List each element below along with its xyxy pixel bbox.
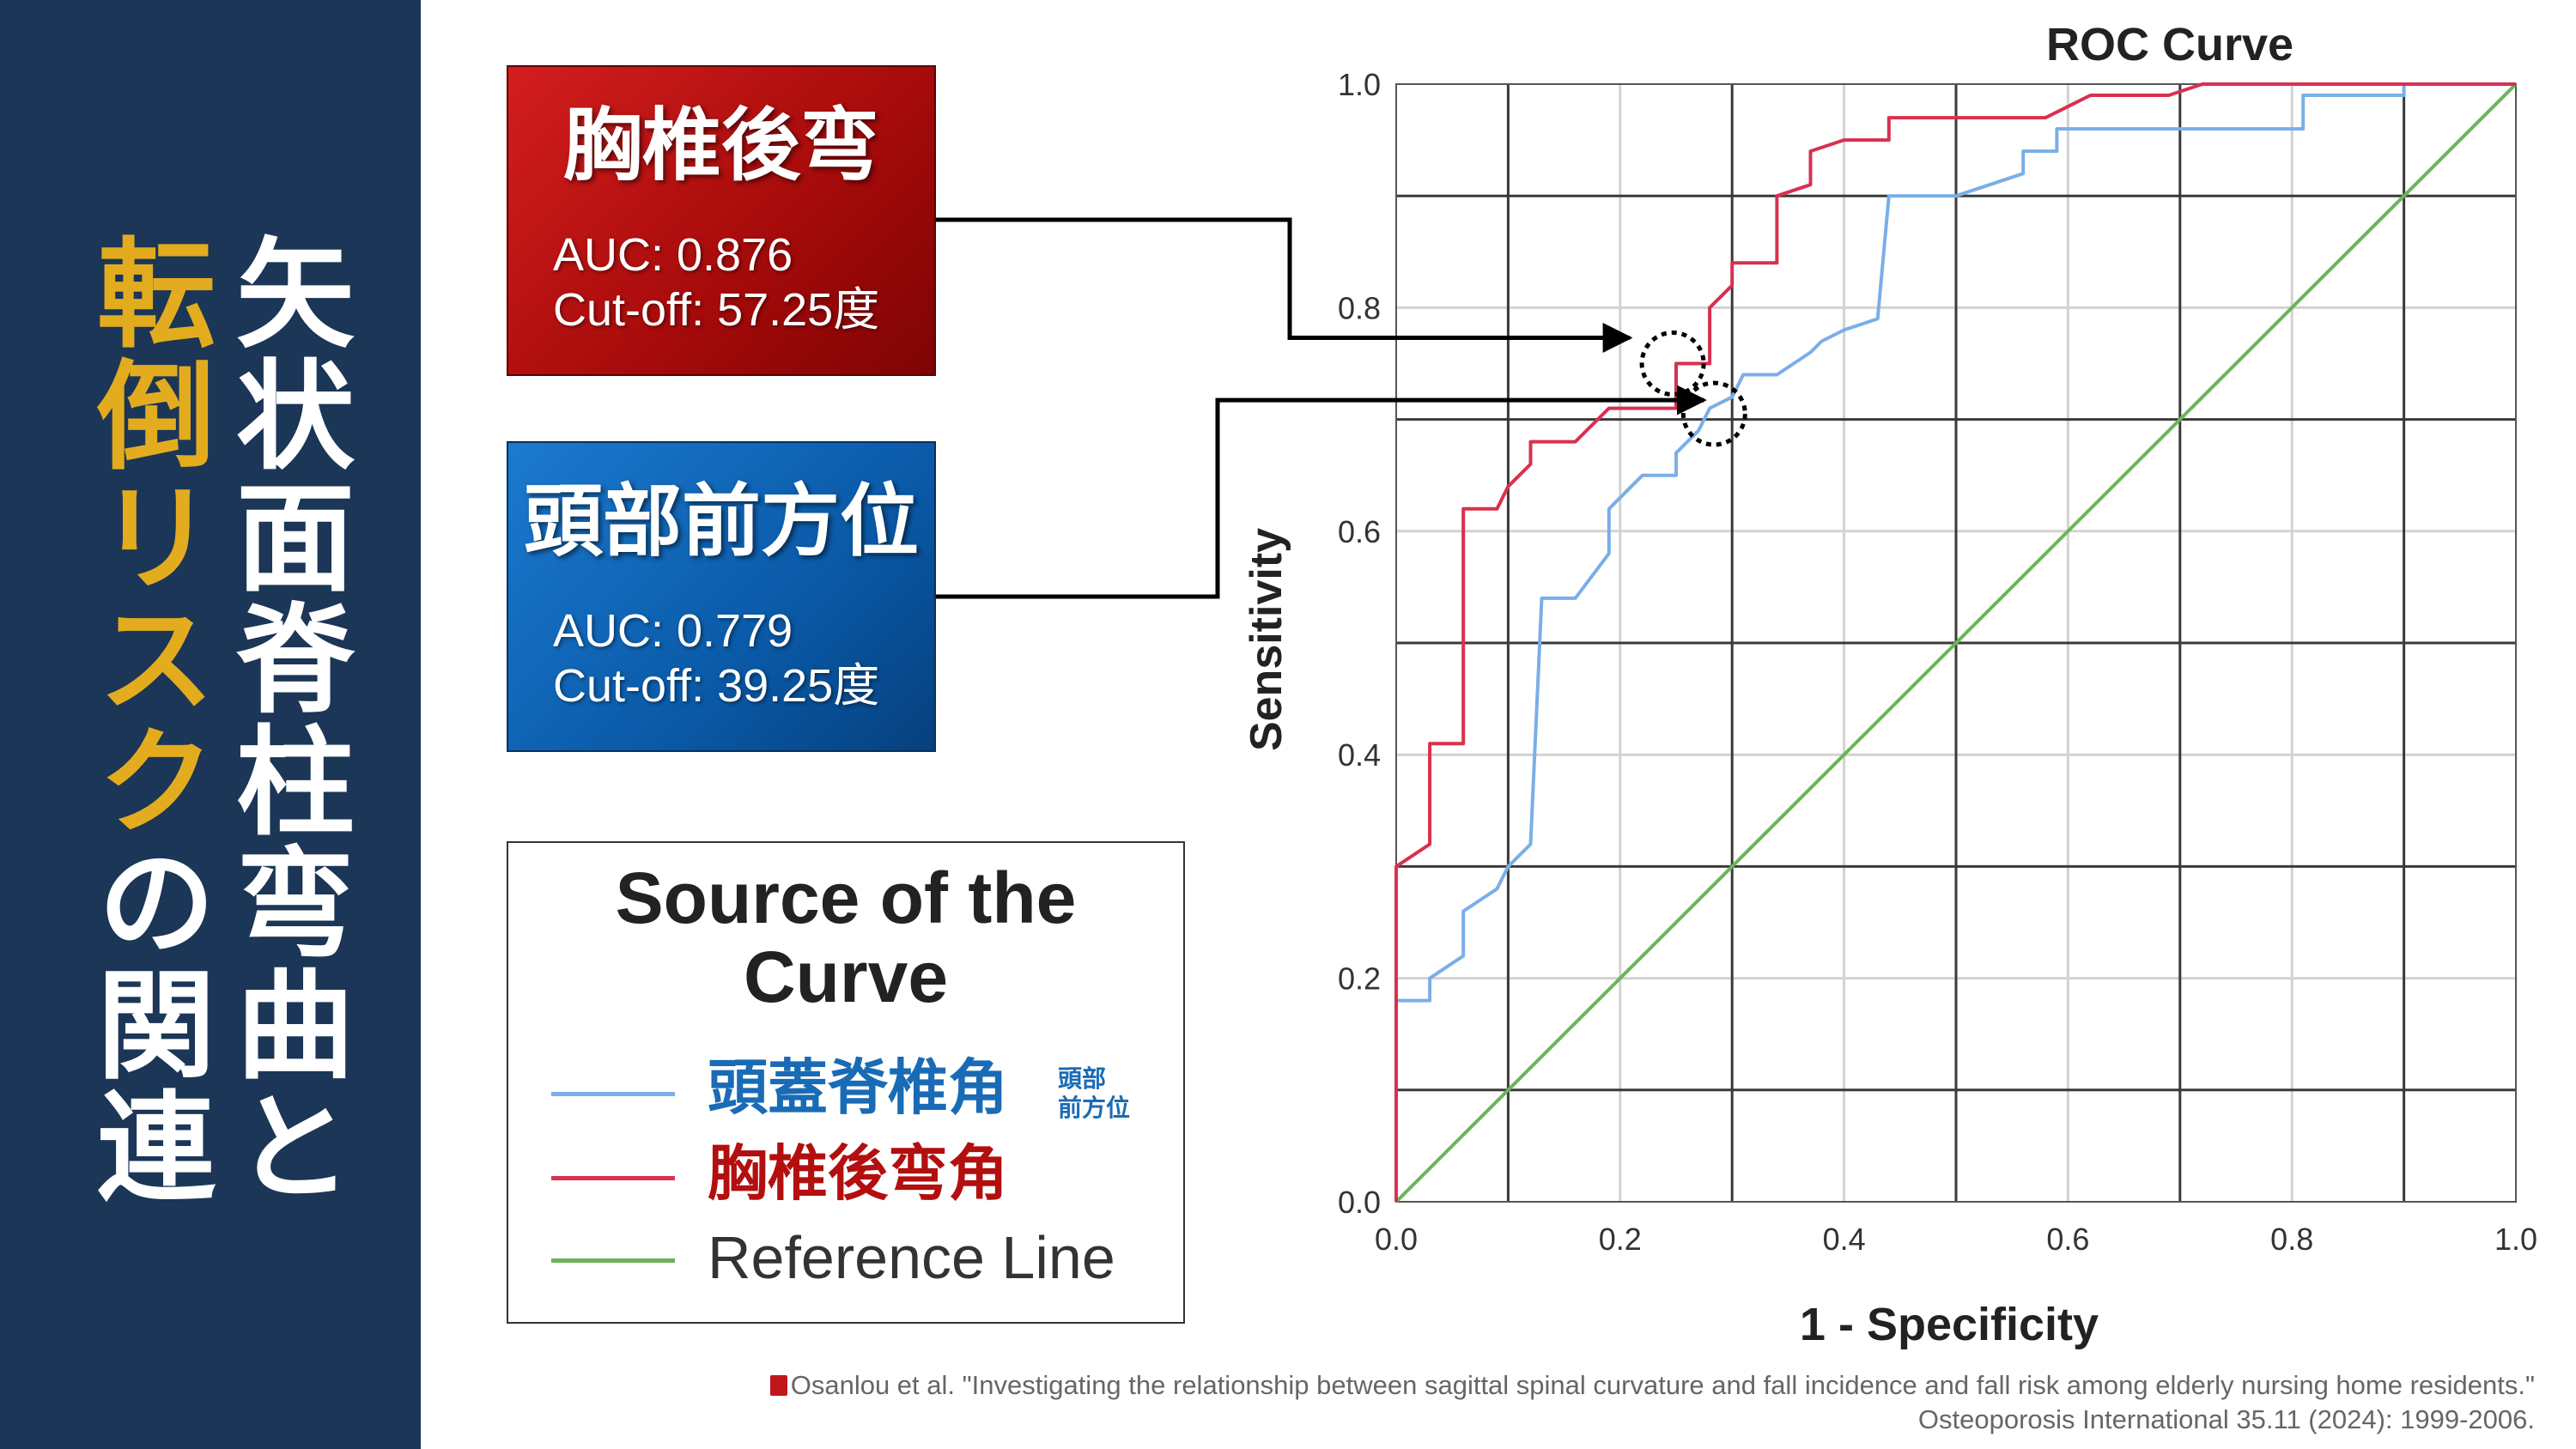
slide-title-highlight: 転倒リスク bbox=[76, 232, 215, 841]
thoracic-cutoff-marker bbox=[1639, 330, 1706, 397]
legend-label-reference: Reference Line bbox=[708, 1224, 1115, 1291]
thoracic-card-auc: AUC: 0.876 bbox=[553, 229, 793, 281]
x-tick-label: 0.0 bbox=[1375, 1222, 1418, 1257]
citation-text-1: Osanlou et al. "Investigating the relati… bbox=[790, 1370, 2535, 1400]
x-tick-label: 0.6 bbox=[2046, 1222, 2089, 1257]
y-tick-label: 0.0 bbox=[1338, 1185, 1381, 1220]
legend-swatch-thoracic bbox=[551, 1176, 675, 1180]
legend-label-craniovertebral: 頭蓋脊椎角 bbox=[708, 1052, 1008, 1123]
x-axis-label: 1 - Specificity bbox=[1800, 1299, 2099, 1350]
grid-major bbox=[1396, 84, 2516, 1202]
sidebar: 矢状面脊柱弯曲と 転倒リスクの関連 bbox=[0, 0, 421, 1449]
y-tick-label: 1.0 bbox=[1338, 67, 1381, 102]
series-thoracic-line bbox=[1394, 82, 2516, 1202]
citation: Osanlou et al. "Investigating the relati… bbox=[769, 1368, 2535, 1437]
legend-sub-line2: 前方位 bbox=[1058, 1094, 1131, 1122]
head-cutoff-marker bbox=[1680, 380, 1747, 447]
y-tick-label: 0.4 bbox=[1338, 737, 1381, 773]
y-axis-label: Sensitivity bbox=[1242, 528, 1291, 751]
forward-head-card: 頭部前方位 AUC: 0.779 Cut-off: 39.25度 bbox=[507, 441, 936, 752]
x-tick-label: 0.2 bbox=[1599, 1222, 1642, 1257]
head-connector-arrow bbox=[936, 385, 1707, 599]
x-tick-label: 0.8 bbox=[2270, 1222, 2313, 1257]
slide-title-sub: 転倒リスクの関連 bbox=[76, 232, 215, 1207]
legend-swatch-craniovertebral bbox=[551, 1092, 675, 1096]
legend-title-text: Source of the Curve bbox=[615, 858, 1077, 1017]
legend-title: Source of the Curve bbox=[508, 858, 1183, 1016]
plot-frame bbox=[1395, 83, 2517, 1203]
y-tick-label: 0.6 bbox=[1338, 514, 1381, 549]
thoracic-connector-arrow bbox=[936, 217, 1633, 353]
slide-title-rest: の関連 bbox=[76, 841, 215, 1207]
y-tick-labels: 0.0 0.2 0.4 0.6 0.8 1.0 bbox=[1338, 67, 1381, 1220]
legend-sub-label: 頭部 前方位 bbox=[1058, 1064, 1130, 1123]
citation-line2: Osteoporosis International 35.11 (2024):… bbox=[1917, 1404, 2535, 1434]
y-tick-label: 0.8 bbox=[1338, 290, 1381, 325]
annotations bbox=[936, 217, 1747, 599]
thoracic-kyphosis-card: 胸椎後弯 AUC: 0.876 Cut-off: 57.25度 bbox=[507, 65, 936, 376]
head-card-cutoff: Cut-off: 39.25度 bbox=[553, 660, 880, 712]
series-reference-line bbox=[1394, 82, 2518, 1203]
slide-title-main: 矢状面脊柱弯曲と bbox=[216, 232, 354, 1207]
legend-swatch-reference bbox=[551, 1258, 675, 1263]
reference-book-icon bbox=[769, 1375, 787, 1396]
legend-box: Source of the Curve 頭蓋脊椎角 頭部 前方位 胸椎後弯角 R… bbox=[507, 841, 1185, 1324]
thoracic-card-title: 胸椎後弯 bbox=[562, 100, 879, 191]
thoracic-card-cutoff: Cut-off: 57.25度 bbox=[553, 284, 880, 336]
citation-line1: Osanlou et al. "Investigating the relati… bbox=[769, 1368, 2535, 1403]
series-layer bbox=[1394, 82, 2518, 1203]
x-tick-labels: 0.0 0.2 0.4 0.6 0.8 1.0 bbox=[1375, 1222, 2537, 1257]
head-card-auc: AUC: 0.779 bbox=[553, 605, 793, 657]
head-card-title: 頭部前方位 bbox=[523, 476, 919, 567]
x-tick-label: 1.0 bbox=[2494, 1222, 2537, 1257]
y-tick-label: 0.2 bbox=[1338, 961, 1381, 997]
x-tick-label: 0.4 bbox=[1823, 1222, 1866, 1257]
legend-sub-line1: 頭部 bbox=[1058, 1064, 1107, 1093]
legend-label-thoracic: 胸椎後弯角 bbox=[708, 1138, 1008, 1209]
chart-title: ROC Curve bbox=[2046, 19, 2293, 70]
series-craniovertebral-line bbox=[1394, 82, 2516, 1202]
